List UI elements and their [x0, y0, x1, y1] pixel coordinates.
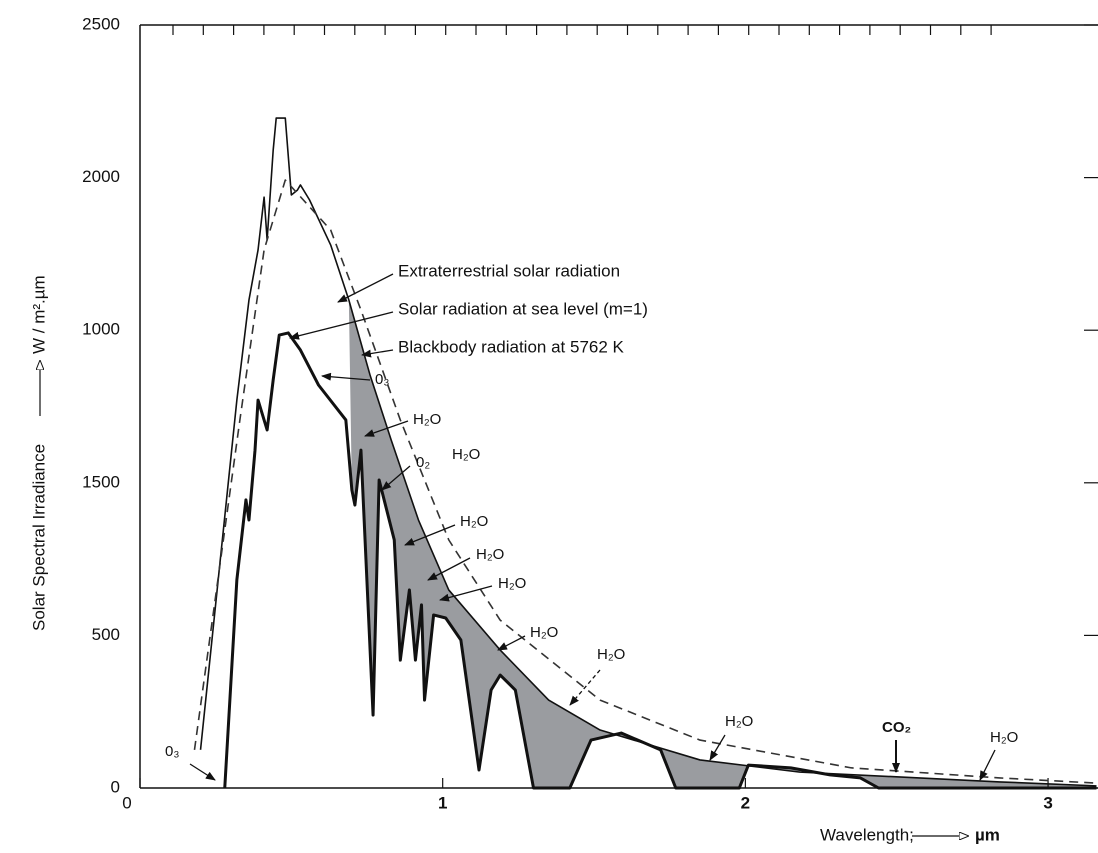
y-tick-label: 1500 [82, 472, 120, 491]
annotation: Solar radiation at sea level (m=1) [398, 299, 648, 318]
annotation: H₂O [498, 575, 526, 592]
annotation: H₂O [413, 411, 441, 428]
annotation: 0₂ [416, 454, 430, 471]
y-axis-unit: W / m².µm [29, 275, 48, 354]
annotation-arrow [321, 372, 371, 381]
annotation: H₂O [452, 446, 480, 463]
annotation-arrow [289, 311, 394, 340]
annotation: H₂O [530, 624, 558, 641]
absorption-fill [348, 299, 1097, 788]
annotation-arrow [364, 420, 409, 437]
x-tick-label: 3 [1043, 793, 1052, 812]
y-tick-label: 2000 [82, 167, 120, 186]
annotation: 0₃ [375, 371, 389, 388]
annotation: H₂O [460, 513, 488, 530]
annotation-arrow [439, 585, 493, 602]
y-tick-label: 500 [92, 625, 120, 644]
annotation-arrow [979, 749, 996, 781]
series-line [223, 331, 1097, 790]
x-axis-label: Wavelength; [820, 825, 914, 844]
annotation: H₂O [990, 729, 1018, 746]
y-tick-label: 0 [111, 777, 120, 796]
x-axis-unit: µm [975, 825, 1000, 844]
annotation: H₂O [597, 646, 625, 663]
y-axis-title: Solar Spectral Irradiance W / m².µm [29, 275, 48, 631]
annotation-arrow [569, 669, 601, 706]
annotation-arrow [427, 557, 471, 581]
y-axis-label: Solar Spectral Irradiance [29, 444, 48, 631]
annotation-arrow [497, 635, 526, 651]
x-tick-label: 1 [438, 793, 447, 812]
annotation: H₂O [476, 546, 504, 563]
annotation-arrow [361, 349, 394, 358]
y-tick-label: 1000 [82, 320, 120, 339]
annotation: 0₃ [165, 743, 179, 760]
series-line [199, 117, 1097, 787]
annotation: H₂O [725, 713, 753, 730]
annotation-arrow [189, 763, 216, 781]
series-line [193, 179, 1097, 784]
annotation-arrow [404, 524, 456, 546]
annotation: Blackbody radiation at 5762 K [398, 337, 625, 356]
y-tick-label: 2500 [82, 14, 120, 33]
annotation-arrow [337, 273, 394, 303]
annotation: Extraterrestrial solar radiation [398, 261, 620, 280]
annotation-arrow [381, 465, 411, 491]
annotation: CO₂ [882, 719, 911, 736]
annotation-arrow [709, 734, 726, 761]
x-tick-label: 0 [122, 793, 131, 812]
x-tick-label: 2 [741, 793, 750, 812]
